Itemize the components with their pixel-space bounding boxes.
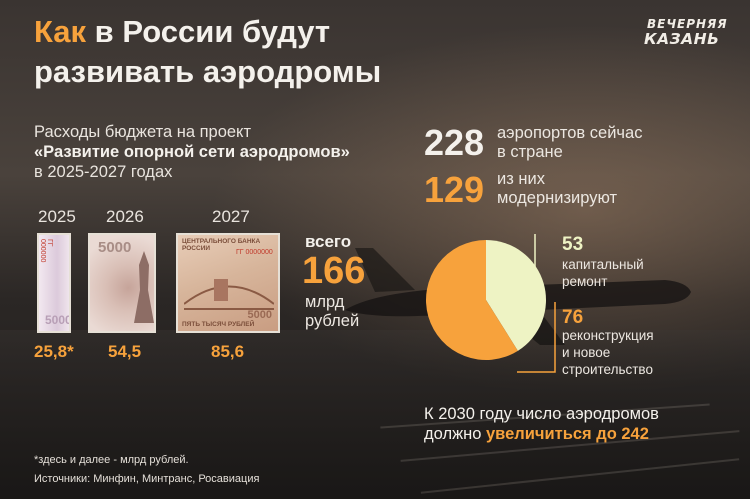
- banknote-denomination: 5000: [98, 239, 132, 256]
- banknote-serial: ГГ 000000: [39, 239, 53, 263]
- bar-2026-value: 54,5: [108, 342, 142, 361]
- bar-2026-banknote: 5000: [88, 233, 156, 333]
- year-2027-label: 2027: [212, 207, 250, 226]
- pie-slice-construction: [426, 240, 518, 360]
- page-title-line2: развивать аэродромы: [34, 54, 382, 89]
- modernization-pie-chart: [426, 240, 546, 360]
- budget-subtitle-1: Расходы бюджета на проект: [34, 123, 252, 141]
- banknote-serial: ГГ 0000000: [236, 249, 273, 256]
- page-title-line1: Как в России будут: [34, 14, 330, 50]
- banknote-denomination: 5000: [45, 313, 71, 327]
- banknote-bank-text: ЦЕНТРАЛЬНОГО БАНКА РОССИИ: [182, 238, 261, 252]
- airports-modernized-value: 129: [424, 169, 485, 210]
- bar-2025-banknote: ГГ 000000 5000: [37, 233, 71, 333]
- vechernyaya-kazan-logo: ВЕЧЕРНЯЯ КАЗАНЬ: [644, 16, 736, 48]
- total-label: всего: [305, 232, 352, 251]
- airports-modernized-label-2: модернизируют: [497, 189, 618, 207]
- year-2025-label: 2025: [38, 207, 76, 226]
- logo-line2: КАЗАНЬ: [644, 30, 720, 48]
- pie-build-label-3: строительство: [562, 362, 653, 377]
- pie-repair-label-1: капитальный: [562, 257, 644, 272]
- pie-build-label-1: реконструкция: [562, 328, 654, 343]
- bar-2025-value: 25,8*: [34, 342, 74, 361]
- bar-2027-value: 85,6: [211, 342, 245, 361]
- pie-repair-value: 53: [562, 234, 584, 255]
- pie-leader-lines: [517, 234, 556, 373]
- forecast-highlight: увеличиться до 242: [485, 425, 649, 443]
- logo-line1: ВЕЧЕРНЯЯ: [647, 17, 728, 31]
- banknote-monument-icon: [134, 251, 154, 323]
- budget-subtitle-3: в 2025-2027 годах: [34, 163, 173, 181]
- airports-now-label-1: аэропортов сейчас: [497, 124, 643, 142]
- forecast-line-1: К 2030 году число аэродромов: [424, 405, 659, 423]
- banknote-denomination: 5000: [247, 309, 272, 321]
- forecast-line-2-start: должно: [424, 425, 486, 443]
- airports-now-value: 228: [424, 122, 485, 163]
- total-unit-2: рублей: [305, 312, 360, 330]
- banknote-word-text: ПЯТЬ ТЫСЯЧ РУБЛЕЙ: [182, 321, 255, 328]
- footnote: *здесь и далее - млрд рублей.: [34, 454, 189, 466]
- sources: Источники: Минфин, Минтранс, Росавиация: [34, 473, 260, 485]
- title-accent: Как: [34, 14, 87, 49]
- total-value: 166: [302, 250, 366, 292]
- pie-build-label-2: и новое: [562, 345, 611, 360]
- banknote-bridge-icon: [184, 279, 274, 310]
- forecast-line-2: должно увеличиться до 242: [424, 425, 649, 444]
- bar-2027-banknote: ЦЕНТРАЛЬНОГО БАНКА РОССИИ ГГ 0000000 ПЯТ…: [176, 233, 280, 333]
- pie-slice-repair: [486, 240, 546, 351]
- airports-now-label-2: в стране: [497, 143, 563, 161]
- title-rest: в России будут: [86, 14, 331, 49]
- year-2026-label: 2026: [106, 207, 144, 226]
- pie-build-value: 76: [562, 307, 584, 328]
- total-unit-1: млрд: [305, 293, 345, 311]
- budget-subtitle-2: «Развитие опорной сети аэродромов»: [34, 143, 350, 161]
- tarmac-background: [0, 330, 750, 499]
- pie-repair-label-2: ремонт: [562, 274, 608, 289]
- airports-modernized-label-1: из них: [497, 170, 545, 188]
